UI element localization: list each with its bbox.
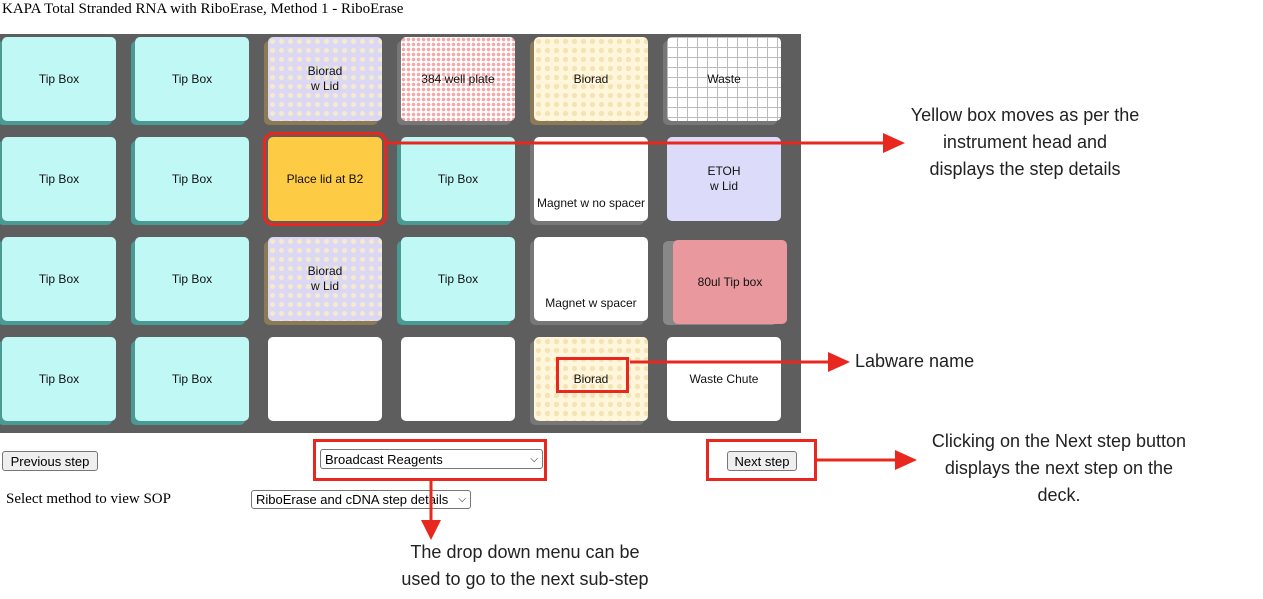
slot-label: ETOH	[707, 164, 741, 178]
page-title: KAPA Total Stranded RNA with RiboErase, …	[2, 1, 404, 17]
slot-label: Waste Chute	[689, 371, 759, 386]
deck-slot-d3[interactable]	[268, 337, 382, 421]
deck-slot-b6[interactable]: ETOH w Lid	[667, 137, 781, 221]
deck-slot-d2[interactable]: Tip Box	[135, 337, 249, 421]
chevron-down-icon: ⌵	[530, 453, 538, 465]
annotation-line: The drop down menu can be	[410, 542, 640, 562]
method-label: Select method to view SOP	[6, 491, 171, 507]
slot-label: w Lid	[310, 279, 339, 293]
annotation-line: used to go to the next sub-step	[401, 569, 649, 589]
slot-label: w Lid	[709, 179, 738, 193]
deck-slot-d5[interactable]: Biorad	[534, 337, 648, 421]
deck-slot-c1[interactable]: Tip Box	[2, 237, 116, 321]
labware-highlight-box	[556, 357, 629, 393]
annotation-line: instrument head and	[942, 132, 1108, 152]
deck-slot-c6[interactable]: 80ul Tip box	[673, 240, 787, 324]
annotation-line: deck.	[1037, 485, 1081, 505]
slot-label: Tip Box	[38, 71, 80, 86]
slot-label: Tip Box	[437, 171, 479, 186]
slot-label: Biorad	[307, 64, 343, 78]
deck-slot-a5[interactable]: Biorad	[534, 37, 648, 121]
deck-slot-b2[interactable]: Tip Box	[135, 137, 249, 221]
previous-step-button[interactable]: Previous step	[2, 451, 98, 471]
annotation-line: Labware name	[855, 351, 975, 371]
slot-label: Magnet w spacer	[545, 296, 637, 310]
deck-slot-d4[interactable]	[401, 337, 515, 421]
slot-label: Tip Box	[437, 271, 479, 286]
deck-slot-d6[interactable]: Waste Chute	[667, 337, 781, 421]
slot-label: Place lid at B2	[286, 171, 364, 186]
substep-select[interactable]: Broadcast Reagents ⌵	[320, 449, 543, 469]
deck-slot-b3[interactable]: Place lid at B2	[263, 132, 387, 226]
slot-label: Tip Box	[38, 371, 80, 386]
slot-label: Tip Box	[171, 171, 213, 186]
slot-label: Tip Box	[171, 71, 213, 86]
deck-slot-a4[interactable]: 384 well plate	[401, 37, 515, 121]
annotation-dropdown: The drop down menu can be used to go to …	[370, 539, 680, 593]
slot-label: 384 well plate	[421, 71, 495, 86]
deck-slot-b5[interactable]: Magnet w no spacer	[534, 137, 648, 221]
deck-slot-b4[interactable]: Tip Box	[401, 137, 515, 221]
substep-select-value: Broadcast Reagents	[325, 451, 443, 467]
annotation-line: displays the step details	[929, 159, 1121, 179]
slot-label: Biorad	[573, 371, 609, 386]
deck: Tip Box Tip Box Biorad w Lid 384 well plate B…	[0, 34, 801, 433]
slot-label: Waste	[707, 71, 741, 86]
deck-slot-a3[interactable]: Biorad w Lid	[268, 37, 382, 121]
slot-label: Tip Box	[38, 171, 80, 186]
annotation-line: displays the next step on the	[944, 458, 1174, 478]
slot-label: Tip Box	[171, 371, 213, 386]
method-select-value: RiboErase and cDNA step details	[256, 492, 449, 507]
annotation-labware: Labware name	[855, 348, 995, 375]
slot-label: Tip Box	[38, 271, 80, 286]
annotation-yellow-box: Yellow box moves as per the instrument h…	[880, 102, 1170, 183]
deck-slot-c3[interactable]: Biorad w Lid	[268, 237, 382, 321]
slot-label: Biorad	[307, 264, 343, 278]
deck-slot-a2[interactable]: Tip Box	[135, 37, 249, 121]
method-select[interactable]: RiboErase and cDNA step details ⌵	[251, 490, 471, 509]
annotation-next-step: Clicking on the Next step button display…	[900, 428, 1218, 509]
deck-slot-a6[interactable]: Waste	[667, 37, 781, 121]
slot-label: 80ul Tip box	[697, 274, 763, 289]
next-step-highlight-box	[706, 439, 817, 481]
chevron-down-icon: ⌵	[458, 494, 466, 505]
substep-highlight-box	[313, 439, 547, 481]
slot-label: Tip Box	[171, 271, 213, 286]
deck-slot-a1[interactable]: Tip Box	[2, 37, 116, 121]
deck-slot-c4[interactable]: Tip Box	[401, 237, 515, 321]
annotation-line: Clicking on the Next step button	[931, 431, 1187, 451]
annotation-line: Yellow box moves as per the	[910, 105, 1140, 125]
deck-slot-c2[interactable]: Tip Box	[135, 237, 249, 321]
slot-label: w Lid	[310, 79, 339, 93]
slot-label: Magnet w no spacer	[536, 196, 646, 210]
next-step-button[interactable]: Next step	[727, 451, 797, 471]
slot-label: Biorad	[573, 71, 609, 86]
deck-slot-c5[interactable]: Magnet w spacer	[534, 237, 648, 321]
deck-slot-d1[interactable]: Tip Box	[2, 337, 116, 421]
deck-slot-b1[interactable]: Tip Box	[2, 137, 116, 221]
